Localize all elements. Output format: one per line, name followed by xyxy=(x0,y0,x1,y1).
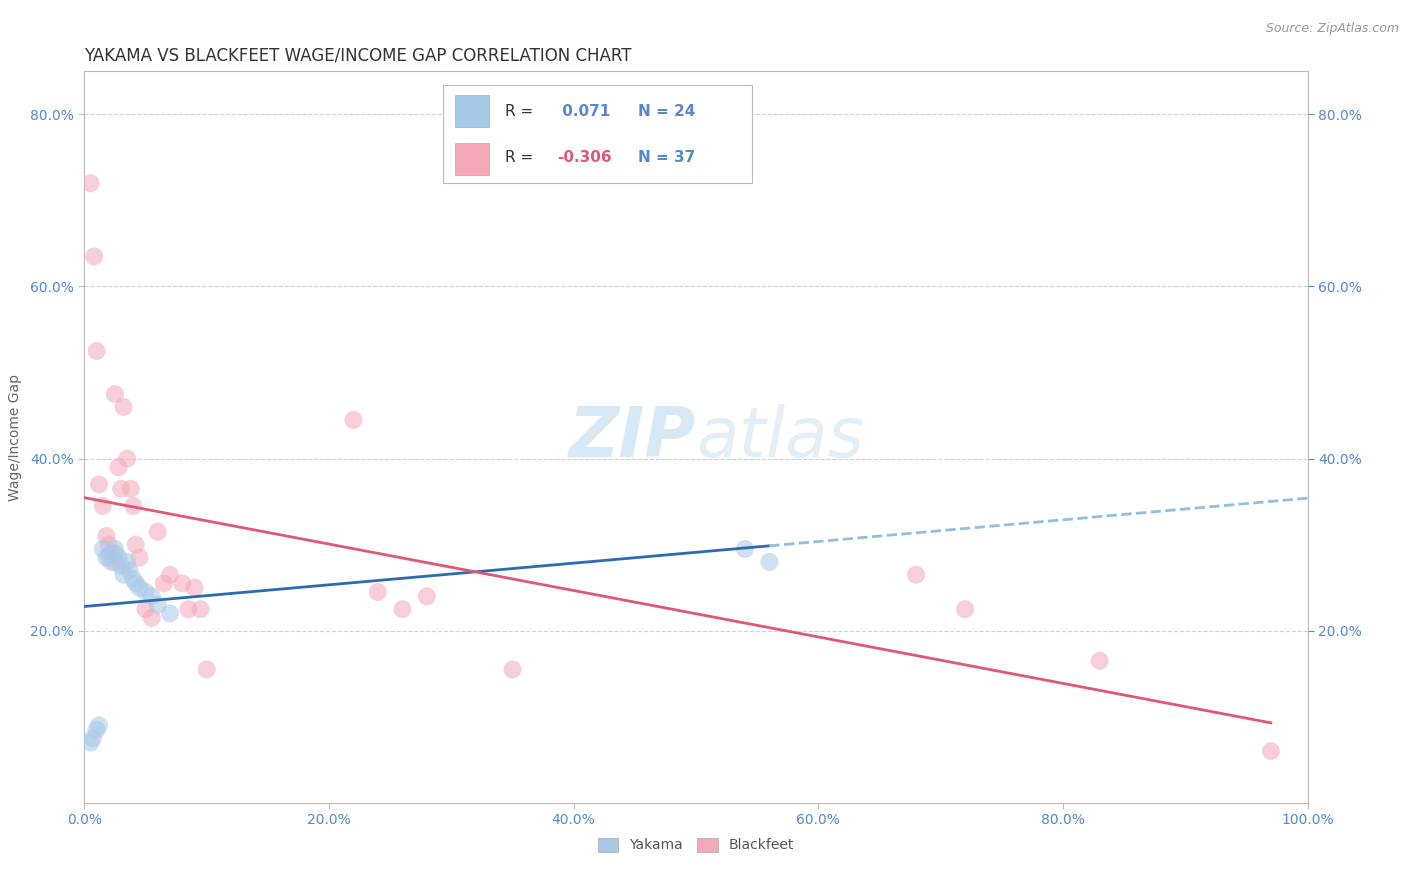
Text: N = 24: N = 24 xyxy=(638,103,695,119)
Point xyxy=(146,524,169,539)
FancyBboxPatch shape xyxy=(443,85,752,183)
Text: R =: R = xyxy=(505,150,533,165)
Point xyxy=(416,589,439,603)
Point xyxy=(115,555,138,569)
Point xyxy=(141,589,163,603)
Point xyxy=(86,344,108,359)
Point xyxy=(87,718,110,732)
Text: -0.306: -0.306 xyxy=(557,150,612,165)
Point xyxy=(100,555,122,569)
Point xyxy=(91,499,114,513)
Point xyxy=(110,482,132,496)
Point xyxy=(159,567,181,582)
Point xyxy=(87,477,110,491)
Point xyxy=(125,576,148,591)
Point xyxy=(104,541,127,556)
Text: 0.071: 0.071 xyxy=(557,103,610,119)
Point xyxy=(367,585,389,599)
Point xyxy=(153,576,176,591)
Point xyxy=(195,662,218,676)
Point xyxy=(1088,654,1111,668)
Point xyxy=(734,541,756,556)
Point xyxy=(79,735,101,749)
Point xyxy=(115,451,138,466)
Point xyxy=(758,555,780,569)
Text: YAKAMA VS BLACKFEET WAGE/INCOME GAP CORRELATION CHART: YAKAMA VS BLACKFEET WAGE/INCOME GAP CORR… xyxy=(84,46,631,64)
Point xyxy=(110,559,132,574)
Point xyxy=(183,581,205,595)
Point xyxy=(96,550,118,565)
Point xyxy=(97,550,120,565)
Point xyxy=(120,482,142,496)
Point xyxy=(342,413,364,427)
Point xyxy=(172,576,194,591)
Point xyxy=(128,550,150,565)
Point xyxy=(107,550,129,565)
Point xyxy=(125,538,148,552)
Point xyxy=(159,607,181,621)
Point xyxy=(905,567,928,582)
Point xyxy=(104,555,127,569)
Point xyxy=(83,249,105,263)
Point xyxy=(118,564,141,578)
Legend: Yakama, Blackfeet: Yakama, Blackfeet xyxy=(592,832,800,858)
Point xyxy=(104,387,127,401)
Point xyxy=(97,538,120,552)
Point xyxy=(135,602,157,616)
Point xyxy=(79,176,101,190)
Text: atlas: atlas xyxy=(696,403,863,471)
Point xyxy=(1260,744,1282,758)
Point xyxy=(128,581,150,595)
Point xyxy=(104,546,127,560)
Point xyxy=(82,731,104,746)
Point xyxy=(122,572,145,586)
Point xyxy=(122,499,145,513)
FancyBboxPatch shape xyxy=(456,143,489,175)
Point xyxy=(100,546,122,560)
Y-axis label: Wage/Income Gap: Wage/Income Gap xyxy=(8,374,21,500)
Point xyxy=(107,460,129,475)
Point xyxy=(391,602,413,616)
Point xyxy=(141,611,163,625)
Point xyxy=(91,541,114,556)
Point xyxy=(86,723,108,737)
Text: Source: ZipAtlas.com: Source: ZipAtlas.com xyxy=(1265,22,1399,36)
Text: N = 37: N = 37 xyxy=(638,150,695,165)
Point xyxy=(502,662,524,676)
Point xyxy=(112,567,135,582)
Text: ZIP: ZIP xyxy=(568,403,696,471)
FancyBboxPatch shape xyxy=(456,95,489,127)
Point xyxy=(112,400,135,414)
Point xyxy=(135,585,157,599)
Point xyxy=(146,598,169,612)
Point xyxy=(190,602,212,616)
Point xyxy=(96,529,118,543)
Text: R =: R = xyxy=(505,103,533,119)
Point xyxy=(953,602,976,616)
Point xyxy=(177,602,200,616)
